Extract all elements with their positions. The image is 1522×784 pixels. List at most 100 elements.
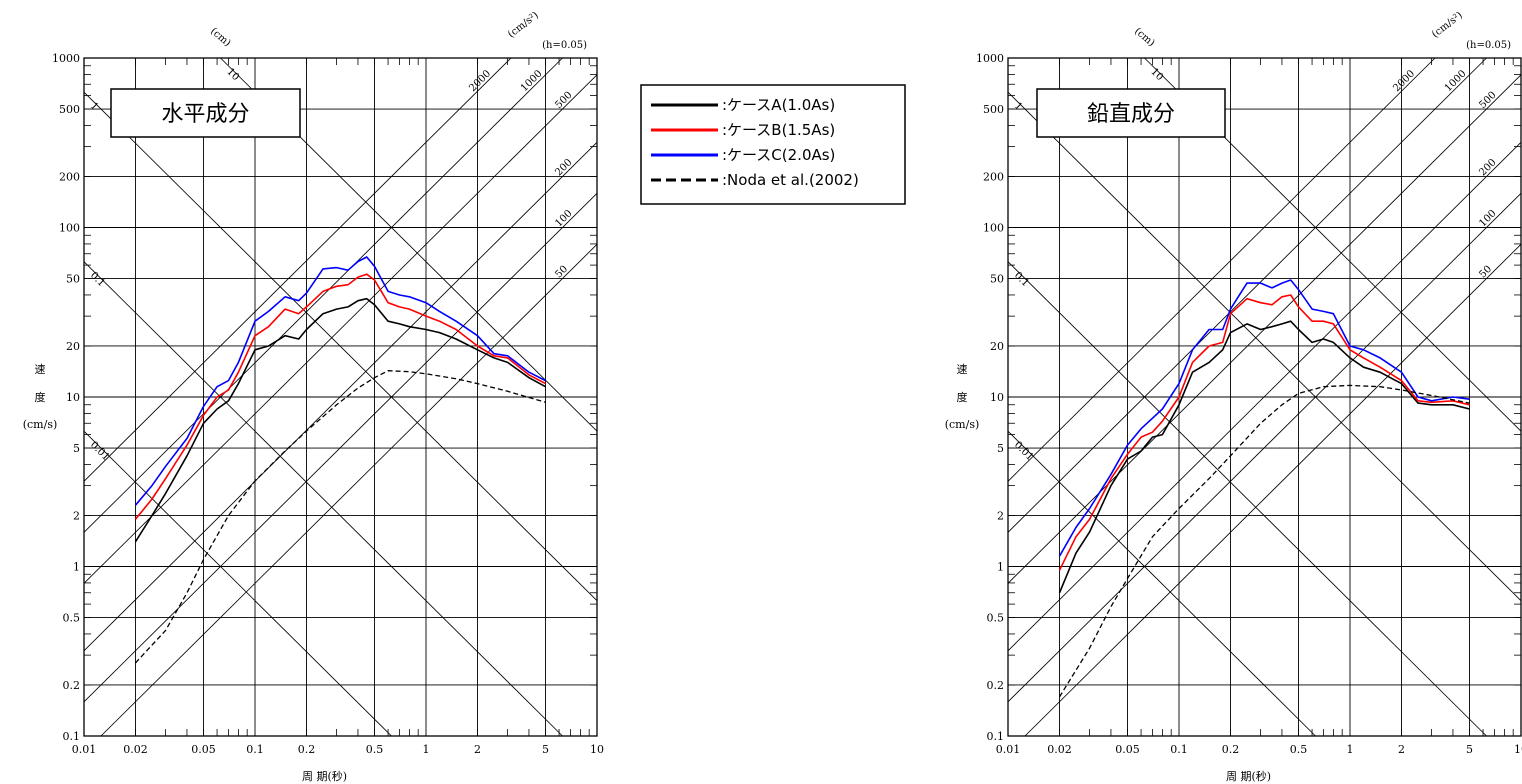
legend-label: :ケースA(1.0As)	[722, 96, 835, 114]
y-axis-unit: (cm/s)	[23, 418, 58, 431]
y-tick-label: 200	[983, 170, 1004, 183]
x-tick-label: 2	[474, 743, 481, 756]
y-axis-label-char: 度	[35, 390, 46, 404]
displacement-line	[1007, 261, 1487, 737]
acceleration-label: 2000	[467, 68, 493, 94]
x-tick-label: 1	[1347, 743, 1354, 756]
legend: :ケースA(1.0As):ケースB(1.5As):ケースC(2.0As):Nod…	[640, 84, 906, 205]
y-tick-label: 0.1	[63, 730, 81, 743]
acceleration-line	[83, 141, 598, 652]
x-tick-label: 5	[1466, 743, 1473, 756]
y-tick-label: 2	[997, 509, 1004, 522]
displacement-line	[83, 91, 598, 602]
displacement-label: 0.01	[88, 440, 112, 464]
x-tick-label: 0.02	[123, 743, 148, 756]
y-tick-label: 20	[990, 340, 1004, 353]
plot-frame	[83, 57, 598, 737]
displacement-unit: (cm)	[208, 26, 233, 49]
chart-title-box	[110, 88, 301, 138]
series-line-case-c	[134, 256, 546, 506]
y-tick-label: 2	[73, 509, 80, 522]
displacement-label: 0.01	[1012, 440, 1036, 464]
x-tick-label: 10	[1514, 743, 1522, 756]
displacement-label: 0.1	[1012, 270, 1031, 289]
x-tick-label: 5	[542, 743, 549, 756]
tripartite-lines	[1007, 57, 1522, 737]
legend-label: :ケースC(2.0As)	[722, 146, 835, 164]
acceleration-label: 500	[553, 90, 574, 111]
acceleration-line	[1007, 141, 1522, 652]
y-tick-label: 10	[66, 391, 80, 404]
y-tick-label: 50	[990, 273, 1004, 286]
series-line-noda	[135, 370, 546, 664]
y-axis-label-char: 速	[957, 363, 968, 376]
tripartite-lines	[83, 57, 598, 737]
y-tick-label: 20	[66, 340, 80, 353]
y-tick-label: 100	[59, 222, 80, 235]
acceleration-label: 2000	[1391, 68, 1417, 94]
displacement-label: 10	[1148, 66, 1165, 83]
x-tick-label: 0.1	[246, 743, 264, 756]
x-tick-label: 2	[1398, 743, 1405, 756]
y-tick-label: 1	[73, 561, 80, 574]
acceleration-line	[1007, 57, 1436, 482]
y-tick-label: 50	[66, 273, 80, 286]
series-line-case-a	[134, 297, 546, 543]
x-tick-label: 0.01	[996, 743, 1021, 756]
x-tick-label: 0.01	[72, 743, 97, 756]
x-axis-label: 周 期(秒)	[302, 769, 347, 783]
displacement-line	[1007, 430, 1316, 737]
acceleration-line	[1007, 192, 1522, 703]
acceleration-label: 1000	[1443, 68, 1469, 94]
acceleration-label: 200	[1477, 157, 1498, 178]
y-tick-label: 0.2	[63, 679, 81, 692]
x-axis-label: 周 期(秒)	[1226, 769, 1271, 783]
acceleration-line	[1007, 57, 1487, 533]
displacement-unit: (cm)	[1132, 26, 1157, 49]
chart-title: 鉛直成分	[1087, 102, 1175, 127]
acceleration-label: 50	[553, 264, 570, 281]
chart-title-box	[1036, 88, 1226, 138]
series-line-noda	[1058, 384, 1470, 698]
acceleration-label: 1000	[519, 68, 545, 94]
acceleration-line	[83, 57, 512, 482]
displacement-label: 1	[88, 101, 100, 113]
y-tick-label: 5	[73, 442, 80, 455]
damping-label: (h=0.05)	[542, 40, 587, 51]
series-line-case-b	[1058, 294, 1470, 571]
acceleration-line	[83, 57, 563, 533]
y-tick-label: 100	[983, 222, 1004, 235]
minor-ticks	[1008, 58, 1521, 736]
y-axis-label-char: 速	[35, 363, 46, 376]
acceleration-label: 100	[553, 208, 574, 229]
acceleration-line	[100, 244, 598, 737]
x-tick-label: 0.5	[366, 743, 384, 756]
y-tick-label: 1000	[976, 52, 1004, 65]
acceleration-unit: (cm/s²)	[506, 10, 541, 41]
y-tick-label: 10	[990, 391, 1004, 404]
x-tick-label: 0.5	[1290, 743, 1308, 756]
minor-ticks	[84, 58, 597, 736]
displacement-label: 10	[224, 66, 241, 83]
y-tick-label: 200	[59, 170, 80, 183]
series-line-case-a	[1058, 320, 1470, 594]
displacement-line	[83, 430, 392, 737]
y-tick-label: 5	[997, 442, 1004, 455]
legend-label: :Noda et al.(2002)	[722, 171, 859, 189]
series-line-case-b	[134, 273, 546, 520]
x-tick-label: 10	[590, 743, 604, 756]
series-group	[1058, 279, 1470, 698]
x-tick-label: 1	[423, 743, 430, 756]
acceleration-label: 200	[553, 157, 574, 178]
y-tick-label: 1	[997, 561, 1004, 574]
x-tick-label: 0.05	[1115, 743, 1140, 756]
series-group	[134, 256, 546, 664]
y-tick-label: 1000	[52, 52, 80, 65]
x-tick-label: 0.02	[1047, 743, 1072, 756]
x-tick-label: 0.05	[191, 743, 216, 756]
y-tick-label: 0.1	[987, 730, 1005, 743]
acceleration-line	[83, 74, 598, 584]
acceleration-label: 50	[1477, 264, 1494, 281]
